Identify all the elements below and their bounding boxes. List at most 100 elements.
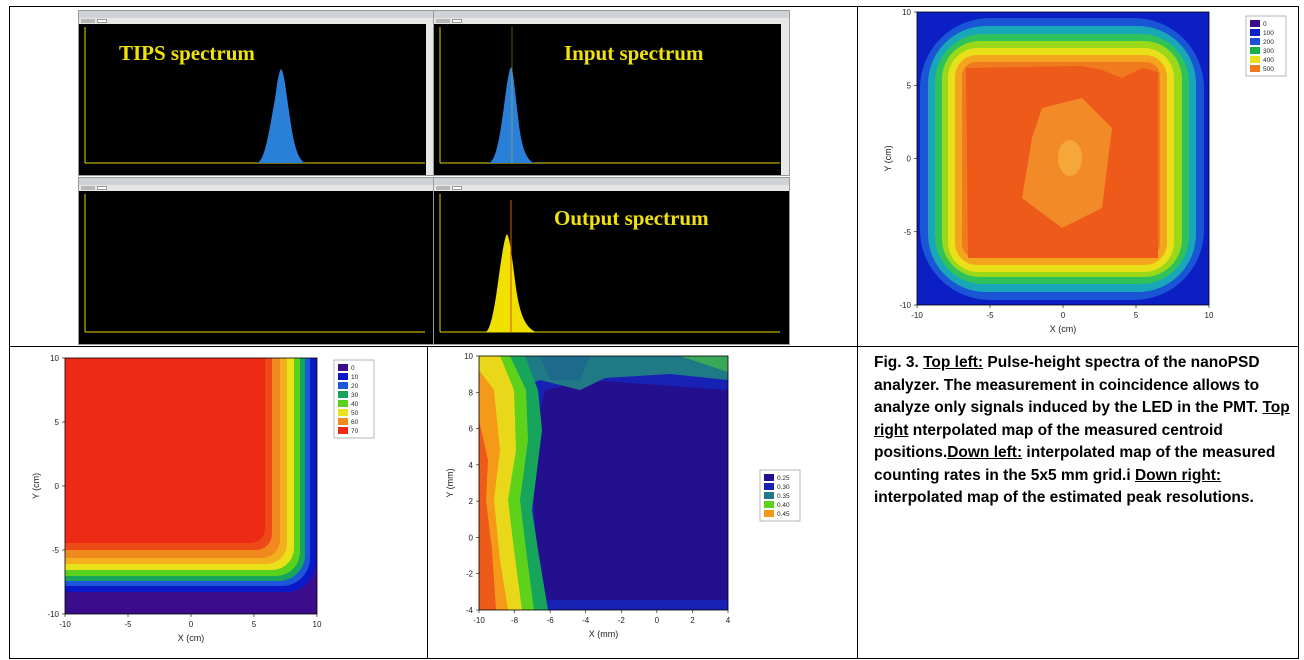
x-tick-label: 4 — [726, 616, 731, 625]
y-tick-label: -5 — [904, 228, 912, 237]
x-tick-label: -4 — [582, 616, 590, 625]
spectra-panel: TIPS spectrum Input spectrum Output s — [78, 10, 790, 345]
x-tick-label: -5 — [986, 311, 994, 320]
input-spectrum-plot — [439, 27, 780, 164]
y-axis-label: Y (cm) — [883, 145, 893, 171]
x-tick-label: -10 — [59, 620, 71, 629]
legend-swatch — [338, 409, 348, 416]
x-tick-label: 0 — [1061, 311, 1066, 320]
legend-swatch — [338, 382, 348, 389]
empty-spectrum-window — [78, 177, 435, 345]
legend-label: 20 — [351, 383, 359, 390]
y-tick-label: -2 — [466, 570, 474, 579]
x-tick-label: 10 — [313, 620, 322, 629]
y-tick-label: 10 — [50, 354, 59, 363]
caption-top-left-label: Top left: — [923, 354, 984, 371]
legend-swatch — [1250, 20, 1260, 27]
y-tick-label: 0 — [469, 533, 474, 542]
y-tick-label: 10 — [902, 8, 911, 17]
legend-label: 50 — [351, 410, 359, 417]
x-tick-label: -10 — [911, 311, 923, 320]
legend-label: 100 — [1263, 30, 1274, 37]
window-tabs — [79, 185, 434, 191]
window-titlebar — [434, 178, 789, 185]
window-scrollbar[interactable] — [426, 24, 434, 175]
legend-swatch — [1250, 38, 1260, 45]
y-tick-label: 8 — [469, 388, 474, 397]
legend-label: 0.45 — [777, 511, 790, 518]
y-tick-label: 0 — [907, 155, 912, 164]
legend-label: 0 — [351, 365, 355, 372]
x-tick-label: 5 — [1134, 311, 1139, 320]
counting-rate-map-field — [65, 358, 317, 614]
legend-label: 30 — [351, 392, 359, 399]
legend-label: 400 — [1263, 57, 1274, 64]
legend-label: 70 — [351, 428, 359, 435]
legend-swatch — [1250, 47, 1260, 54]
caption-down-left-label: Down left: — [947, 444, 1023, 461]
caption-top-left-text: Pulse-height spectra of the nanoPSD anal… — [874, 354, 1260, 416]
legend-swatch — [1250, 56, 1260, 63]
y-tick-label: 6 — [469, 425, 474, 434]
output-spectrum-window: Output spectrum — [433, 177, 790, 345]
x-axis-label: X (cm) — [1050, 324, 1077, 334]
counting-rate-map-legend: 0 10 20 30 40 50 60 70 — [333, 359, 375, 439]
legend-swatch — [1250, 65, 1260, 72]
y-axis-label: Y (mm) — [445, 468, 455, 497]
x-tick-label: -8 — [511, 616, 519, 625]
legend-label: 200 — [1263, 39, 1274, 46]
window-tabs — [79, 18, 434, 24]
y-tick-label: 4 — [469, 461, 474, 470]
y-tick-label: 2 — [469, 497, 474, 506]
legend-swatch — [338, 391, 348, 398]
peak-resolution-map-field — [479, 356, 728, 610]
x-tick-label: -2 — [618, 616, 626, 625]
y-tick-label: -10 — [47, 610, 59, 619]
peak-resolution-map-axes: -10 -8 -6 -4 -2 0 2 4 10 8 6 4 2 0 -2 -4 X (mm) Y (mm) — [445, 352, 731, 639]
y-tick-label: 10 — [464, 352, 473, 361]
x-tick-label: -5 — [124, 620, 132, 629]
legend-label: 0.30 — [777, 484, 790, 491]
window-scrollbar[interactable] — [781, 24, 789, 175]
legend-label: 0.25 — [777, 475, 790, 482]
caption-down-left-text: interpolated map of the measured countin… — [874, 444, 1276, 484]
centroid-map-field — [917, 12, 1209, 305]
peak-resolution-map-legend: 0.25 0.30 0.35 0.40 0.45 — [759, 469, 801, 522]
x-tick-label: -10 — [473, 616, 485, 625]
legend-swatch — [338, 373, 348, 380]
centroid-map-legend: 0 100 200 300 400 500 — [1245, 15, 1287, 77]
tips-spectrum-plot — [84, 27, 425, 164]
x-tick-label: 2 — [690, 616, 695, 625]
input-spectrum-title: Input spectrum — [564, 41, 704, 65]
legend-swatch — [764, 510, 774, 517]
y-tick-label: 0 — [55, 482, 60, 491]
y-tick-label: 5 — [907, 81, 912, 90]
tips-spectrum-window: TIPS spectrum — [78, 10, 435, 176]
legend-label: 0.40 — [777, 502, 790, 509]
window-tabs — [434, 18, 789, 24]
centroid-map-axes: -10 -5 0 5 10 10 5 0 -5 -10 X (cm) Y (cm) — [883, 8, 1214, 334]
window-titlebar — [79, 178, 434, 185]
x-tick-label: 10 — [1205, 311, 1214, 320]
legend-swatch — [338, 400, 348, 407]
window-titlebar — [434, 11, 789, 18]
legend-label: 0.35 — [777, 493, 790, 500]
caption-fig-label: Fig. 3. — [874, 354, 919, 371]
counting-rate-map-axes: -10 -5 0 5 10 10 5 0 -5 -10 X (cm) Y (cm) — [31, 354, 322, 643]
caption-down-right-text: interpolated map of the estimated peak r… — [874, 489, 1254, 506]
x-axis-label: X (cm) — [178, 633, 205, 643]
figure-caption: Fig. 3. Top left: Pulse-height spectra o… — [874, 352, 1294, 510]
centroid-map: -10 -5 0 5 10 10 5 0 -5 -10 X (cm) Y (cm) 0 100 200 30… — [883, 8, 1287, 334]
legend-swatch — [1250, 29, 1260, 36]
legend-swatch — [764, 501, 774, 508]
legend-label: 0 — [1263, 21, 1267, 28]
y-tick-label: -10 — [899, 301, 911, 310]
y-tick-label: -5 — [52, 546, 60, 555]
x-axis-label: X (mm) — [589, 629, 619, 639]
output-spectrum-title: Output spectrum — [554, 206, 709, 230]
legend-swatch — [338, 418, 348, 425]
x-tick-label: 0 — [655, 616, 660, 625]
caption-down-right-label: Down right: — [1134, 466, 1222, 484]
x-tick-label: 0 — [189, 620, 194, 629]
